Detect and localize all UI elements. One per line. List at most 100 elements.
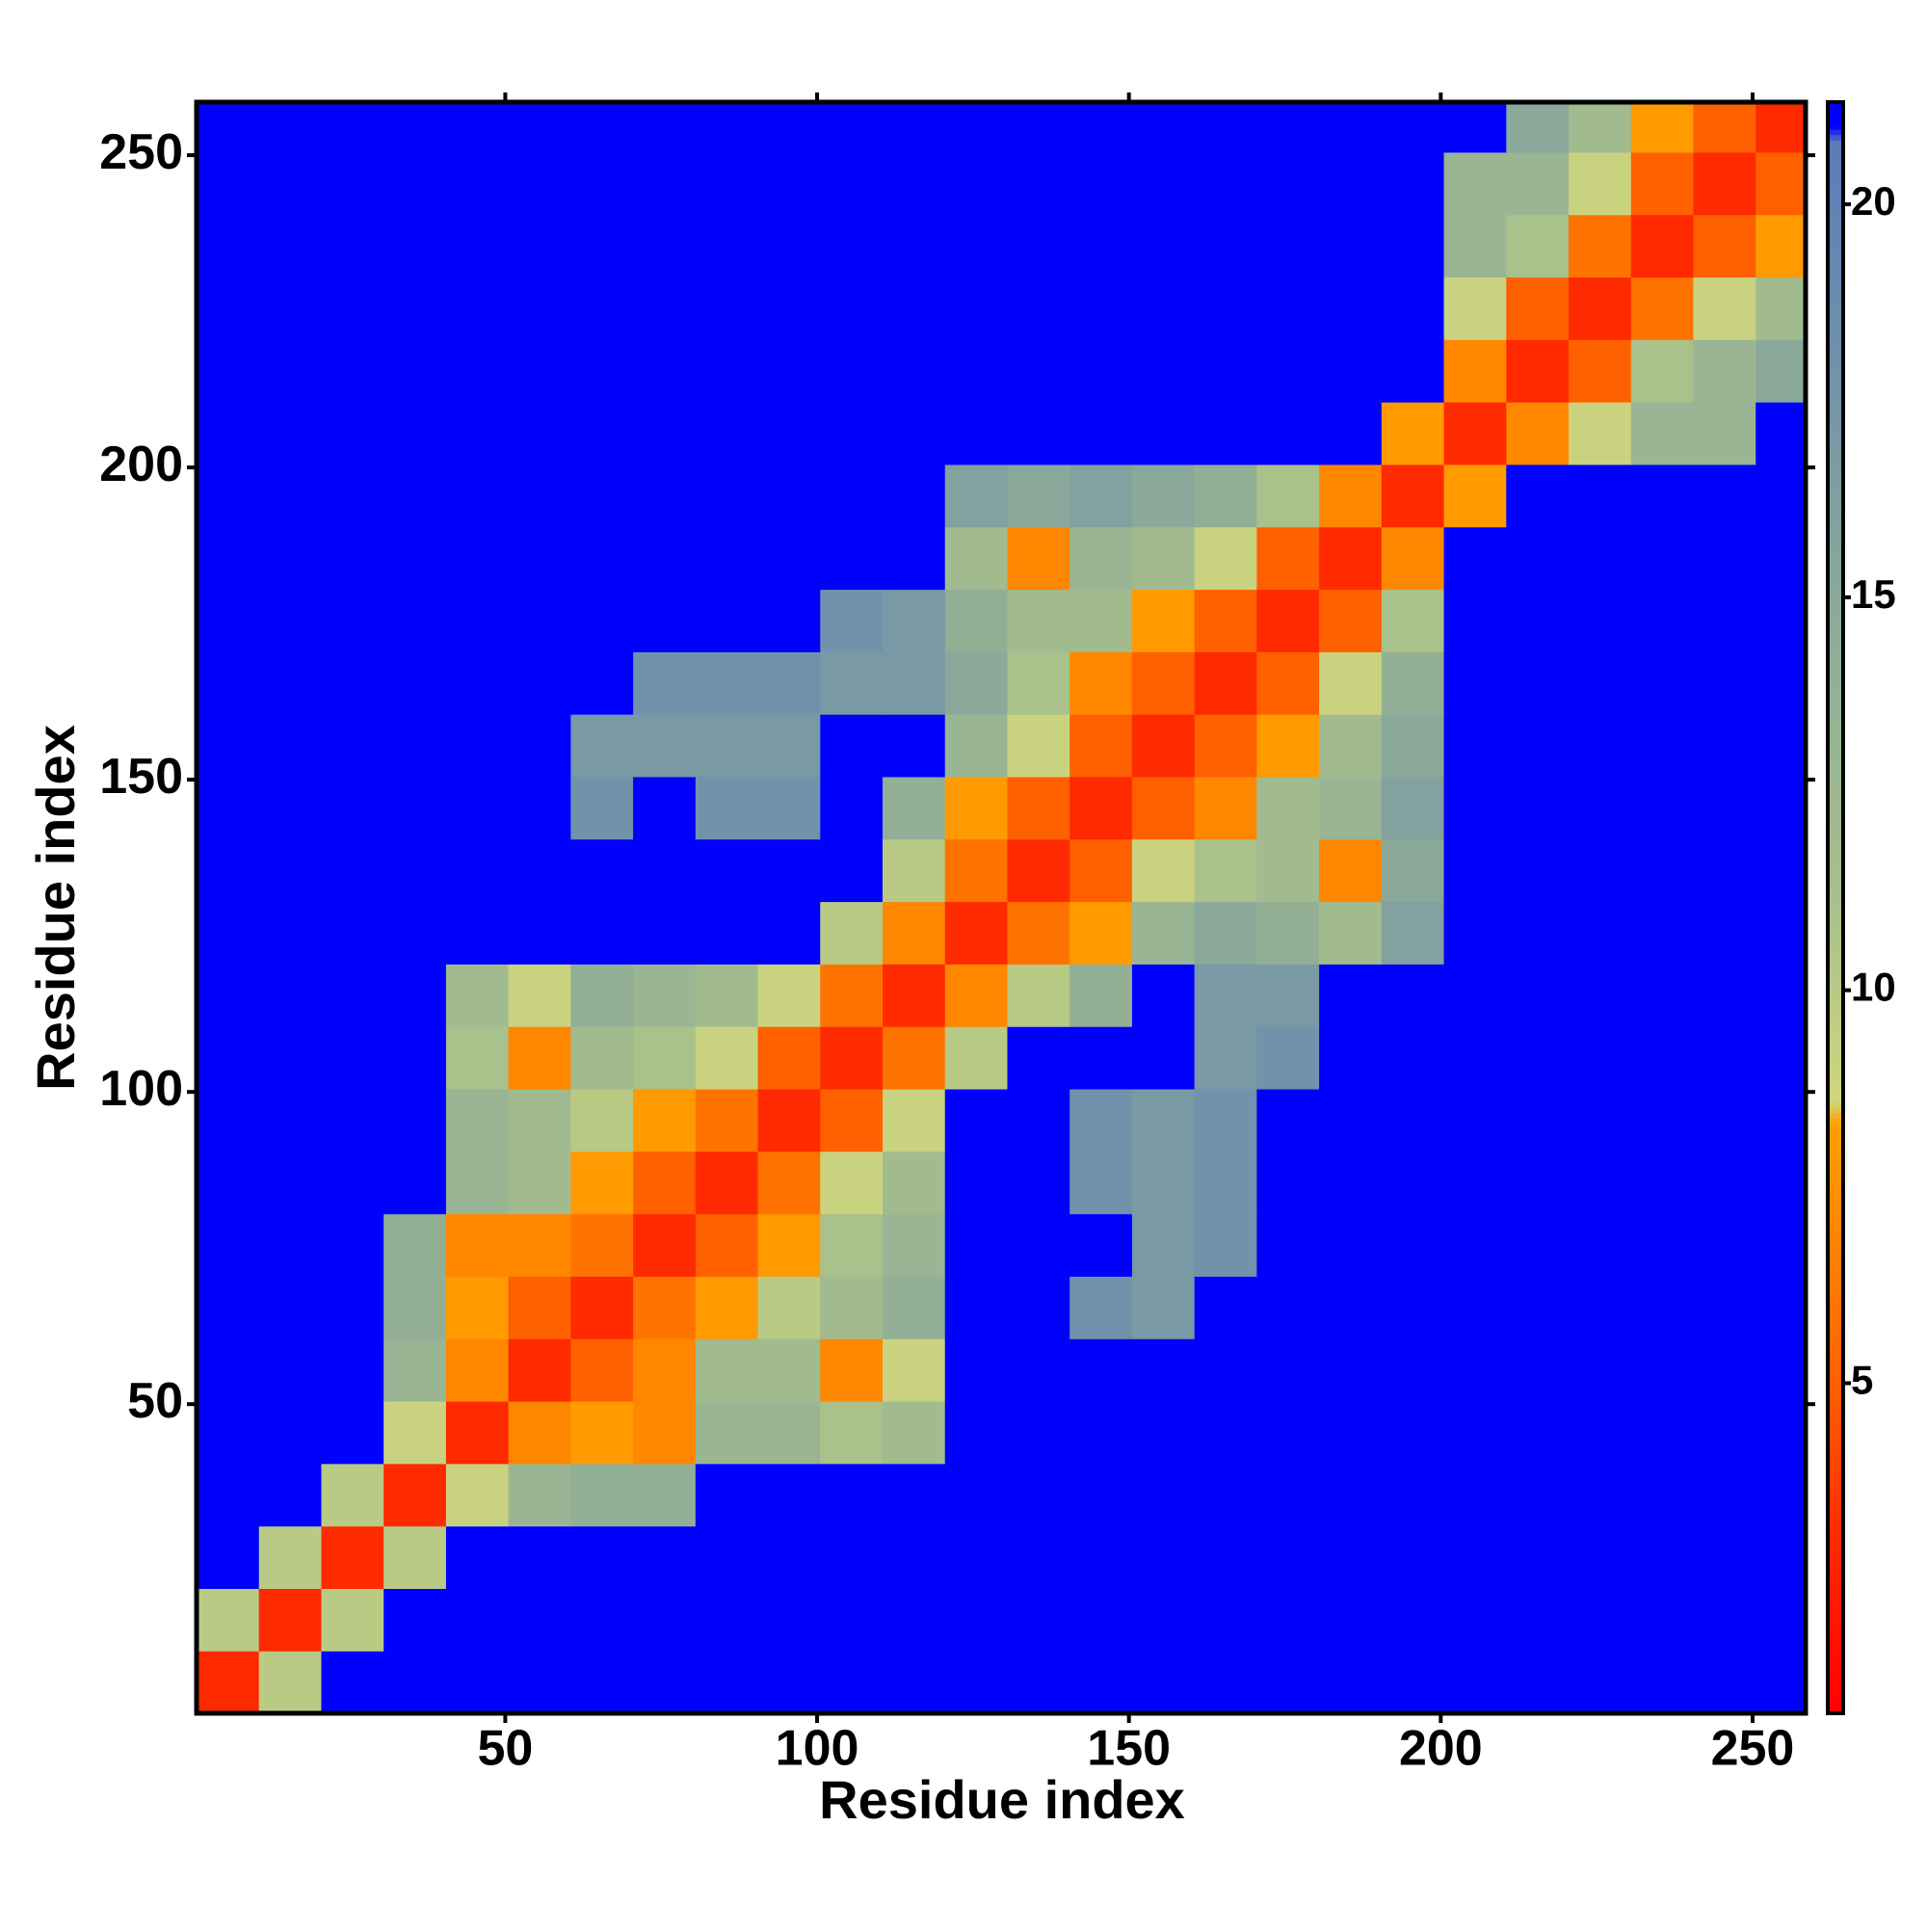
heatmap-cell: [883, 714, 946, 778]
heatmap-cell: [383, 589, 447, 652]
heatmap-cell: [1506, 526, 1570, 591]
heatmap-cell: [1506, 339, 1570, 403]
colorbar-slice: [1828, 118, 1843, 125]
heatmap-cell: [1131, 838, 1196, 903]
heatmap-cell: [1381, 714, 1445, 778]
x-tick-label: 200: [1399, 1721, 1483, 1777]
colorbar-slice: [1828, 1299, 1843, 1307]
y-tick-label: 150: [99, 749, 183, 805]
heatmap-cell: [197, 151, 260, 216]
y-axis-title: Residue index: [25, 725, 86, 1091]
heatmap-cell: [1755, 339, 1807, 403]
colorbar-slice: [1828, 875, 1843, 882]
heatmap-cell: [321, 339, 384, 403]
heatmap-cell: [633, 651, 697, 715]
heatmap-cell: [820, 402, 884, 465]
heatmap-cell: [944, 901, 1009, 965]
colorbar-slice: [1828, 929, 1843, 936]
colorbar-slice: [1828, 1133, 1843, 1140]
heatmap-cell: [633, 964, 697, 1027]
colorbar-slice: [1828, 295, 1843, 303]
heatmap-cell: [1381, 901, 1445, 965]
heatmap-cell: [383, 526, 447, 591]
colorbar-slice: [1828, 622, 1843, 629]
heatmap-cell: [383, 1213, 447, 1277]
heatmap-cell: [570, 651, 634, 715]
heatmap-cell: [1569, 339, 1632, 403]
colorbar-slice: [1828, 301, 1843, 307]
heatmap-cell: [820, 964, 884, 1027]
heatmap-cell: [1381, 1400, 1445, 1465]
colorbar-slice: [1828, 1052, 1843, 1059]
heatmap-cell: [757, 964, 821, 1027]
heatmap-cell: [1630, 589, 1695, 652]
colorbar-slice: [1828, 1707, 1843, 1714]
heatmap-cell: [1755, 1463, 1807, 1527]
heatmap-cell: [258, 589, 323, 652]
heatmap-cell: [1381, 339, 1445, 403]
heatmap-cell: [633, 526, 697, 591]
heatmap-cell: [445, 526, 510, 591]
heatmap-cell: [1007, 1400, 1070, 1465]
colorbar-slice: [1828, 1106, 1843, 1113]
heatmap-cell: [944, 102, 1009, 153]
colorbar-slice: [1828, 756, 1843, 764]
heatmap-cell: [1007, 1338, 1070, 1402]
colorbar-slice: [1828, 794, 1843, 802]
x-axis-title: Residue index: [819, 1769, 1185, 1830]
heatmap-cell: [757, 1276, 821, 1339]
heatmap-cell: [258, 526, 323, 591]
heatmap-cell: [944, 339, 1009, 403]
colorbar-slice: [1828, 1127, 1843, 1134]
heatmap-cell: [1569, 151, 1632, 216]
y-tick-label: 250: [99, 124, 183, 180]
x-tick-label: 100: [776, 1721, 859, 1777]
heatmap-cell: [1007, 1151, 1070, 1215]
colorbar-slice: [1828, 741, 1843, 748]
colorbar-slice: [1828, 1069, 1843, 1075]
colorbar-slice: [1828, 913, 1843, 919]
heatmap-cell: [321, 776, 384, 840]
colorbar-slice: [1828, 1337, 1843, 1344]
heatmap-cell: [1007, 339, 1070, 403]
heatmap-cell: [1443, 463, 1507, 528]
colorbar-slice: [1828, 1004, 1843, 1011]
heatmap-cell: [1693, 1525, 1756, 1589]
colorbar-frame: [1826, 100, 1845, 1715]
heatmap-cell: [1256, 463, 1320, 528]
colorbar-slice: [1828, 1423, 1843, 1430]
heatmap-cell: [1319, 838, 1383, 903]
colorbar-slice: [1828, 1009, 1843, 1017]
heatmap-cell: [570, 1400, 634, 1465]
heatmap-cell: [695, 277, 759, 340]
heatmap-cell: [321, 838, 384, 903]
heatmap-cell: [1194, 151, 1257, 216]
heatmap-cell: [445, 214, 510, 278]
heatmap-cell: [1755, 589, 1807, 652]
heatmap-cell: [1069, 1400, 1133, 1465]
heatmap-cell: [1693, 1276, 1756, 1339]
heatmap-cell: [1007, 463, 1070, 528]
heatmap-cell: [1256, 589, 1320, 652]
heatmap-cell: [1693, 214, 1756, 278]
colorbar-slice: [1828, 1171, 1843, 1178]
heatmap-cell: [508, 463, 571, 528]
heatmap-cell: [445, 1338, 510, 1402]
heatmap-cell: [445, 714, 510, 778]
heatmap-cell: [944, 589, 1009, 652]
heatmap-cell: [1131, 463, 1196, 528]
colorbar-slice: [1828, 1197, 1843, 1204]
colorbar-slice: [1828, 424, 1843, 431]
heatmap-cell: [820, 1651, 884, 1714]
heatmap-cell: [445, 1588, 510, 1652]
heatmap-cell: [1506, 1088, 1570, 1152]
heatmap-cell: [695, 402, 759, 465]
heatmap-cell: [1630, 1463, 1695, 1527]
heatmap-cell: [1443, 102, 1507, 153]
heatmap-cell: [1506, 651, 1570, 715]
colorbar-slice: [1828, 188, 1843, 195]
heatmap-cell: [445, 1400, 510, 1465]
heatmap-cell: [1569, 102, 1632, 153]
colorbar-slice: [1828, 1176, 1843, 1183]
